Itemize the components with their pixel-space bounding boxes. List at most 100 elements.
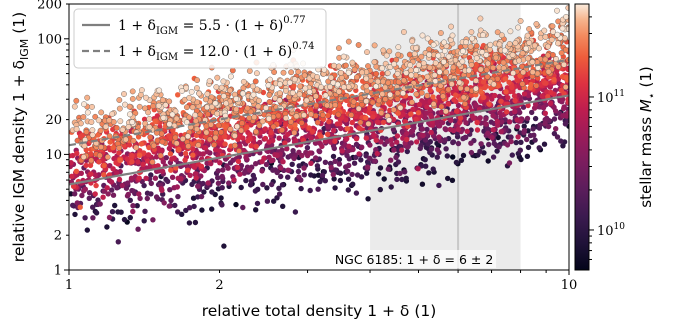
scatter-point — [419, 126, 426, 132]
scatter-point — [561, 61, 567, 68]
legend-entry-solid: 1 + δIGM = 5.5 · (1 + δ)0.77 — [118, 15, 306, 37]
scatter-point — [442, 108, 449, 115]
scatter-point — [186, 220, 193, 226]
scatter-point — [332, 102, 338, 109]
scatter-point — [287, 119, 294, 125]
scatter-point — [345, 187, 351, 193]
scatter-point — [218, 195, 224, 201]
scatter-point — [202, 96, 209, 103]
scatter-point — [289, 89, 296, 96]
scatter-point — [116, 97, 123, 103]
scatter-point — [166, 98, 173, 105]
scatter-point — [417, 76, 424, 83]
scatter-point — [532, 101, 539, 108]
scatter-point — [148, 172, 154, 178]
scatter-point — [280, 203, 286, 209]
scatter-point — [195, 142, 202, 149]
plot-area — [68, 3, 570, 271]
annotation-ngc6185: NGC 6185: 1 + δ = 6 ± 2 — [335, 252, 494, 267]
scatter-point — [525, 144, 532, 151]
scatter-point — [142, 105, 148, 112]
scatter-point — [204, 111, 211, 118]
scatter-point — [490, 154, 497, 160]
scatter-point — [498, 32, 505, 39]
scatter-point — [288, 69, 294, 76]
scatter-point — [516, 57, 522, 64]
scatter-point — [158, 130, 165, 137]
scatter-point — [449, 32, 456, 39]
scatter-point — [136, 152, 143, 159]
scatter-point — [129, 152, 135, 159]
plot-frame — [68, 3, 570, 271]
scatter-point — [149, 159, 156, 166]
scatter-point — [456, 79, 463, 86]
scatter-point — [214, 110, 220, 117]
scatter-point — [287, 123, 293, 129]
scatter-point — [336, 161, 343, 167]
scatter-point — [309, 128, 316, 135]
scatter-point — [542, 56, 549, 63]
scatter-point — [163, 155, 169, 161]
scatter-point — [101, 162, 107, 169]
scatter-point — [212, 147, 219, 153]
scatter-point — [334, 81, 341, 88]
scatter-point — [523, 45, 529, 52]
scatter-point — [450, 127, 457, 134]
scatter-point — [482, 85, 488, 91]
scatter-point — [500, 59, 507, 66]
scatter-point — [436, 182, 442, 189]
scatter-point — [106, 214, 113, 221]
scatter-point — [356, 151, 362, 157]
scatter-point — [126, 111, 133, 118]
scatter-point — [234, 123, 241, 130]
scatter-point — [479, 49, 486, 56]
scatter-point — [83, 162, 89, 169]
scatter-point — [227, 87, 233, 94]
scatter-point — [193, 175, 199, 181]
scatter-point — [307, 187, 313, 194]
scatter-point — [124, 156, 131, 162]
scatter-point — [400, 90, 406, 97]
scatter-point — [386, 117, 392, 124]
scatter-point — [380, 119, 387, 126]
scatter-point — [331, 176, 337, 182]
scatter-point — [213, 84, 220, 91]
scatter-point — [350, 98, 357, 105]
scatter-point — [404, 148, 410, 155]
scatter-point — [545, 43, 551, 50]
scatter-point — [296, 91, 303, 98]
scatter-point — [477, 15, 484, 22]
scatter-point — [533, 21, 540, 27]
scatter-point — [247, 131, 253, 138]
scatter-point — [96, 159, 102, 165]
scatter-point — [349, 119, 355, 126]
scatter-point — [77, 204, 83, 210]
scatter-point — [562, 121, 569, 127]
scatter-point — [367, 105, 373, 111]
scatter-point — [526, 26, 532, 32]
scatter-point — [460, 152, 467, 159]
scatter-point — [218, 129, 225, 136]
scatter-point — [116, 105, 123, 112]
scatter-point — [425, 141, 431, 147]
scatter-point — [271, 198, 277, 204]
scatter-point — [517, 18, 524, 24]
scatter-point — [387, 91, 393, 98]
scatter-point — [338, 74, 345, 81]
scatter-point — [138, 141, 144, 147]
scatter-point — [239, 120, 245, 127]
colorbar-tick-label: 1010 — [597, 222, 625, 239]
scatter-point — [286, 79, 293, 86]
scatter-point — [88, 171, 94, 177]
scatter-point — [298, 120, 305, 126]
scatter-point — [358, 157, 364, 163]
scatter-point — [371, 59, 378, 65]
scatter-point — [206, 78, 213, 85]
scatter-point — [73, 168, 80, 174]
scatter-point — [175, 193, 181, 200]
scatter-point — [80, 154, 87, 160]
scatter-point — [179, 135, 186, 142]
scatter-point — [157, 148, 164, 154]
scatter-point — [455, 126, 461, 133]
scatter-point — [463, 120, 469, 126]
